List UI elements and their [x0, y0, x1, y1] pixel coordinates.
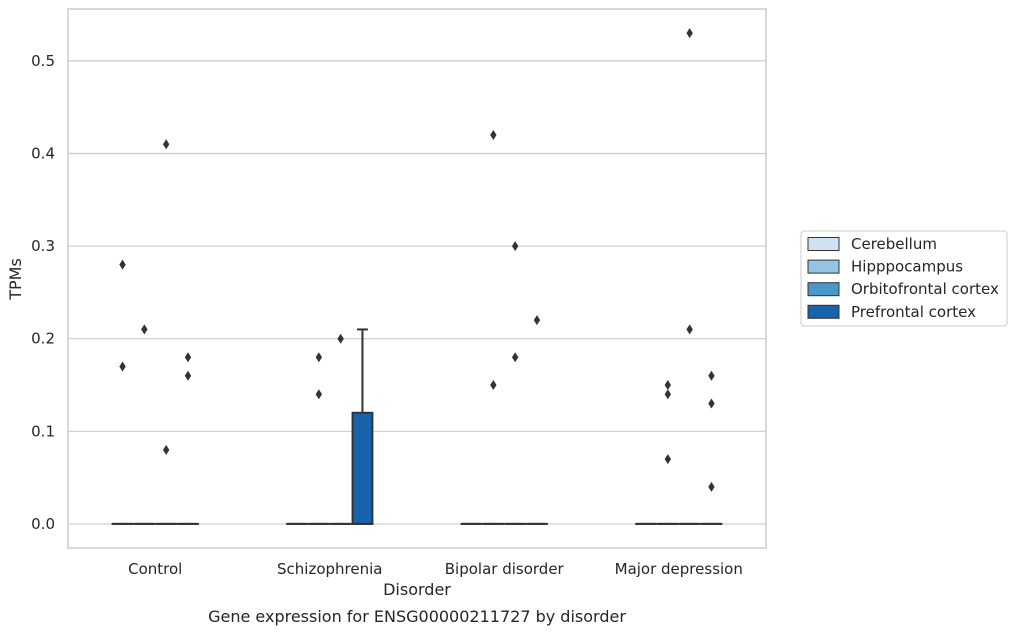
legend-swatch [807, 259, 840, 274]
x-tick-label: Bipolar disorder [445, 560, 565, 578]
outlier-point [686, 28, 693, 39]
legend-label: Prefrontal cortex [851, 303, 976, 321]
y-tick-label: 0.0 [31, 515, 55, 533]
outlier-point [511, 352, 519, 363]
outlier-point [664, 389, 672, 400]
legend: Cerebellum Hipppocampus Orbitofrontal cort… [800, 230, 1008, 327]
box [351, 411, 374, 525]
outlier-point [708, 481, 715, 492]
outlier-point [708, 370, 715, 381]
chart-title: Gene expression for ENSG00000211727 by d… [208, 607, 626, 626]
outlier-point [511, 241, 519, 252]
y-axis-label: TPMs [6, 258, 25, 301]
legend-swatch [807, 304, 840, 319]
outlier-point [337, 333, 344, 344]
y-tick-label: 0.2 [31, 330, 55, 348]
x-tick-labels: Control Schizophrenia Bipolar disorder Majo… [128, 560, 743, 578]
y-tick-labels: 0.0 0.1 0.2 0.3 0.4 0.5 [31, 52, 55, 533]
outlier-point [184, 352, 192, 363]
outlier-point [162, 444, 170, 455]
outlier-point [490, 129, 497, 140]
outliers [119, 28, 715, 492]
outlier-point [708, 398, 715, 409]
legend-label: Hipppocampus [851, 258, 963, 276]
outlier-point [315, 352, 323, 363]
outlier-point [533, 315, 541, 326]
y-tick-label: 0.5 [31, 52, 55, 70]
legend-frame [800, 230, 1008, 327]
plot-frame [67, 8, 767, 549]
outlier-point [184, 370, 192, 381]
legend-swatch [807, 237, 840, 251]
outlier-point [686, 324, 693, 335]
outlier-point [119, 361, 126, 372]
outlier-point [664, 380, 672, 391]
x-tick-label: Control [128, 560, 182, 578]
outlier-point [664, 454, 672, 465]
outlier-point [141, 324, 148, 335]
outlier-point [315, 389, 323, 400]
boxes [111, 328, 723, 525]
x-tick-label: Schizophrenia [277, 560, 382, 578]
x-tick-label: Major depression [615, 560, 743, 578]
outlier-point [490, 380, 497, 391]
outlier-point [119, 259, 126, 270]
outlier-point [162, 139, 170, 150]
legend-swatch [807, 282, 840, 297]
x-axis-label: Disorder [383, 580, 451, 599]
y-tick-label: 0.4 [31, 144, 55, 162]
y-tick-label: 0.1 [31, 422, 55, 440]
legend-label: Cerebellum [851, 235, 937, 253]
legend-label: Orbitofrontal cortex [851, 280, 999, 298]
y-tick-label: 0.3 [31, 237, 55, 255]
grid-lines [68, 60, 766, 525]
